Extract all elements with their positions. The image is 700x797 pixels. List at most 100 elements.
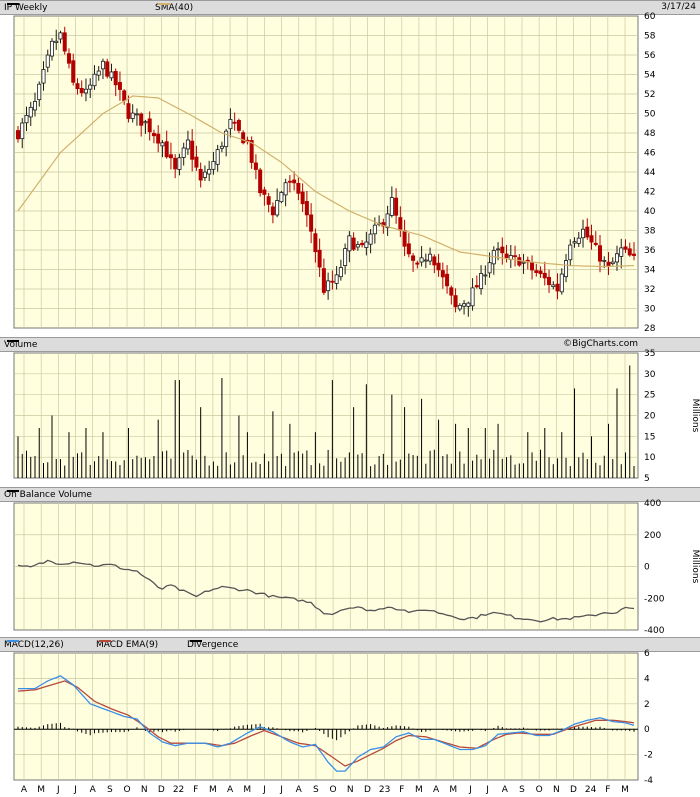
x-axis-label: M (243, 785, 251, 795)
candle (627, 242, 632, 257)
macd-line (18, 675, 635, 772)
candle (249, 136, 254, 169)
candle (338, 259, 343, 281)
candle (411, 253, 416, 273)
x-axis-label: J (485, 785, 489, 795)
candle-body (236, 120, 241, 131)
candle-body (500, 246, 505, 254)
candle-body (334, 274, 339, 284)
x-axis-label: D (158, 785, 165, 795)
candle (619, 238, 624, 269)
candle (139, 112, 144, 137)
x-axis-label: D (570, 785, 577, 795)
candle-body (398, 217, 403, 231)
candle (470, 278, 475, 311)
x-axis-label: 24 (585, 785, 597, 795)
obv-axis-tick: -400 (644, 626, 665, 636)
candle (576, 232, 581, 248)
candle (351, 232, 356, 252)
candle-body (164, 141, 169, 158)
candle (20, 118, 25, 149)
price-axis-tick: 40 (644, 207, 656, 217)
candle-body (266, 196, 271, 205)
x-axis-label: M (415, 785, 423, 795)
x-axis-label: F (399, 785, 404, 795)
x-axis-label: N (141, 785, 148, 795)
macd-axis-tick: -4 (644, 776, 653, 786)
candle-body (474, 285, 479, 288)
candle (360, 239, 365, 248)
candle-body (270, 206, 275, 216)
candle (198, 162, 203, 188)
candle-body (207, 168, 212, 175)
candle (300, 183, 305, 212)
candle-body (241, 132, 246, 144)
candle-body (615, 253, 620, 263)
candle-body (71, 60, 76, 83)
candle (232, 112, 237, 131)
candle (334, 266, 339, 290)
macd-ema-legend-text: MACD EMA(9) (96, 640, 159, 650)
x-axis-label: F (193, 785, 198, 795)
candle-body (428, 253, 433, 262)
candle-body (538, 270, 543, 275)
candle (457, 303, 462, 312)
candle-body (555, 283, 560, 292)
candle (54, 29, 59, 50)
candle-body (88, 84, 93, 90)
candle (236, 118, 241, 134)
price-axis-tick: 44 (644, 168, 656, 178)
candle-body (585, 226, 590, 238)
candle (500, 237, 505, 265)
volume-legend-swatch (7, 340, 19, 342)
candle (185, 130, 190, 155)
volume-axis-hgrid: 5 10 15 20 25 30 35 (14, 349, 656, 484)
candle (275, 188, 280, 218)
candle-body (224, 130, 229, 148)
candle (143, 119, 148, 134)
macd-axis-tick: 4 (644, 674, 650, 684)
candle-body (96, 70, 101, 76)
candle (406, 233, 411, 258)
candle (156, 125, 161, 153)
candle-body (130, 112, 135, 119)
candle-body (228, 119, 233, 130)
candle (75, 78, 80, 95)
candle-body (190, 140, 195, 160)
candle (219, 141, 224, 153)
candle-body (351, 237, 356, 250)
price-legend-swatch (7, 3, 19, 5)
candle (83, 78, 88, 102)
candle (394, 188, 399, 224)
candle (45, 49, 50, 73)
candle (211, 151, 216, 175)
candle (151, 129, 156, 144)
candle-body (589, 235, 594, 243)
candle (66, 48, 71, 69)
divergence-legend-swatch (190, 640, 202, 642)
candle (321, 258, 326, 296)
candle (202, 165, 207, 181)
macd-legend-swatch (7, 640, 19, 642)
x-axis-label: O (123, 785, 130, 795)
volume-axis-tick: 10 (644, 453, 656, 463)
candle (190, 129, 195, 172)
candle (474, 275, 479, 289)
candle-body (385, 213, 390, 229)
x-axis-label: S (313, 785, 319, 795)
candle (134, 108, 139, 126)
candle (105, 58, 110, 79)
divergence-legend-text: Divergence (187, 640, 239, 650)
candle-body (602, 259, 607, 262)
candle-body (253, 162, 258, 170)
candle (462, 300, 467, 315)
candle-body (423, 259, 428, 262)
x-axis-label: A (21, 785, 28, 795)
candle-body (79, 88, 84, 94)
price-title-text: IP Weekly (4, 3, 48, 13)
candle-body (496, 248, 501, 251)
candle (581, 219, 586, 248)
brand-credit: ©BigCharts.com (563, 339, 638, 349)
candle-body (279, 192, 284, 203)
volume-axis-tick: 5 (644, 474, 650, 484)
